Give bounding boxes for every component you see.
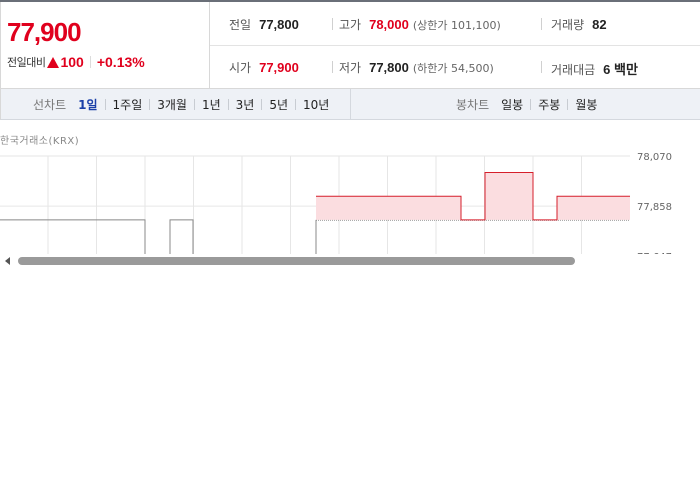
stat-label: 저가 [339,61,362,75]
up-area-fill [316,172,630,220]
tab-line-6[interactable]: 10년 [303,97,330,112]
y-tick-label: 78,070 [637,152,672,163]
tab-candle-0[interactable]: 일봉 [501,97,524,112]
change-value: 100 [60,54,84,70]
stat-value: 77,800 [369,60,409,75]
stat-label: 시가 [229,61,252,75]
tab-line-4[interactable]: 3년 [235,97,255,112]
up-triangle-icon [47,56,60,68]
exchange-label: 한국거래소(KRX) [0,136,80,147]
stat-value: 82 [592,17,607,32]
chart-canvas: 78,070 77,858 77,647 [0,152,672,254]
candle-chart-tabs: 봉차트 일봉 주봉 월봉 [456,89,597,119]
price-line-segment [169,219,194,254]
tab-separator [567,98,569,110]
tab-candle-1[interactable]: 주봉 [538,97,561,112]
divider [541,61,542,73]
divider [332,61,333,73]
stat-low: 저가 77,800 (하한가 54,500) [339,59,494,76]
y-tick-label: 77,647 [637,252,672,254]
chart-scrollbar[interactable] [0,254,700,268]
tab-separator [104,98,106,110]
stat-label: 고가 [339,18,362,32]
scroll-left-arrow-icon[interactable] [5,257,10,265]
change-label: 전일대비 [7,56,46,69]
stat-amount: 거래대금 6 백만 [551,59,638,78]
tab-line-5[interactable]: 5년 [269,97,289,112]
tab-separator [530,98,532,110]
tab-separator [193,98,195,110]
lower-limit: (하한가 54,500) [412,62,494,75]
stat-label: 거래대금 [551,63,596,77]
divider [541,18,542,30]
divider [89,56,91,68]
stat-prev-close: 전일 77,800 [229,16,299,33]
y-tick-label: 77,858 [637,202,672,213]
candle-chart-label: 봉차트 [456,97,490,112]
change-rate: +0.13% [96,54,145,70]
stat-label: 거래량 [551,18,585,32]
chart-period-tabs: 선차트 1일 1주일 3개월 1년 3년 5년 10년 봉차트 일봉 주봉 월봉 [0,89,700,120]
stat-open: 시가 77,900 [229,59,299,76]
tab-candle-2[interactable]: 월봉 [575,97,598,112]
top-border [0,0,700,2]
divider [332,18,333,30]
change-row: 전일대비 100 +0.13% [7,54,145,70]
stat-volume: 거래량 82 [551,16,607,33]
stat-value: 78,000 [369,17,409,32]
price-line-segment [0,219,146,254]
price-line-segment [316,172,630,221]
tab-line-0[interactable]: 1일 [78,97,98,112]
line-chart-tabs: 선차트 1일 1주일 3개월 1년 3년 5년 10년 [33,89,329,119]
tab-line-1[interactable]: 1주일 [112,97,143,112]
price-chart: 한국거래소(KRX) 78,070 77,858 77,647 [0,120,700,270]
upper-limit: (상한가 101,100) [412,19,501,32]
tab-separator [227,98,229,110]
quote-summary: 77,900 전일대비 100 +0.13% 전일 77,800 고가 78,0… [0,2,700,89]
stat-high: 고가 78,000 (상한가 101,100) [339,16,501,33]
price-box: 77,900 전일대비 100 +0.13% [1,2,210,88]
tab-separator [261,98,263,110]
line-chart-label: 선차트 [33,97,67,112]
stat-label: 전일 [229,18,252,32]
tab-separator [295,98,297,110]
tab-separator [149,98,151,110]
current-price: 77,900 [7,17,82,47]
tab-divider [350,89,351,119]
stat-value: 77,900 [259,60,299,75]
tab-line-2[interactable]: 3개월 [157,97,187,112]
tab-line-3[interactable]: 1년 [201,97,221,112]
stat-value: 6 백만 [603,62,638,77]
scroll-thumb[interactable] [18,257,575,265]
stat-value: 77,800 [259,17,299,32]
row-divider [210,45,700,46]
